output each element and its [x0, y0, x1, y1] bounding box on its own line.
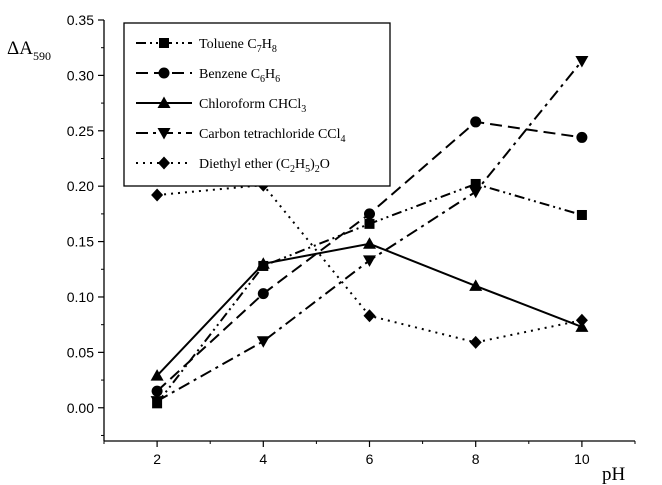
- data-point: [150, 396, 164, 408]
- legend-item: Carbon tetrachloride CCl4: [136, 127, 346, 145]
- data-point: [256, 257, 270, 269]
- legend-item: Toluene C7H8: [136, 37, 277, 55]
- y-tick-label: 0.10: [67, 289, 94, 305]
- series-line: [157, 184, 583, 344]
- y-tick-label: 0.15: [67, 234, 94, 250]
- legend-swatch-marker: [157, 96, 171, 108]
- y-axis-label-sub: 590: [33, 49, 51, 63]
- legend: Toluene C7H8 Benzene C6H6 Chloroform CHCl3…: [123, 22, 391, 187]
- y-axis-label-main: ΔA: [7, 38, 33, 59]
- data-point: [363, 309, 376, 323]
- data-point: [150, 369, 164, 381]
- data-point: [363, 255, 376, 267]
- series-5: [151, 178, 588, 349]
- x-tick-label: 10: [574, 451, 590, 467]
- x-axis-ticks: 2 4 6 8 10: [103, 441, 636, 467]
- y-tick-label: 0.35: [67, 12, 94, 28]
- data-point: [256, 336, 270, 348]
- data-point: [363, 237, 376, 249]
- data-point: [575, 313, 588, 327]
- legend-label: Benzene C6H6: [199, 67, 280, 85]
- y-tick-label: 0.20: [67, 178, 94, 194]
- x-tick-label: 2: [153, 451, 161, 467]
- x-tick-label: 4: [259, 451, 267, 467]
- data-point: [576, 131, 588, 143]
- data-point: [469, 335, 482, 349]
- legend-label: Carbon tetrachloride CCl4: [199, 127, 346, 145]
- y-tick-label: 0.25: [67, 123, 94, 139]
- series-4: [150, 55, 589, 408]
- y-axis-ticks: 0.00 0.05 0.10 0.15 0.20 0.25 0.30 0.35: [67, 12, 104, 436]
- series-group: [150, 55, 589, 409]
- x-axis-label: pH: [602, 464, 626, 485]
- y-axis-label: ΔA590: [7, 38, 51, 63]
- legend-swatch-marker: [158, 67, 170, 79]
- legend-item: Chloroform CHCl3: [136, 96, 306, 115]
- x-tick-label: 6: [366, 451, 374, 467]
- legend-swatch-marker: [158, 156, 170, 170]
- series-2: [151, 116, 588, 397]
- data-point: [575, 55, 589, 68]
- legend-item: Diethyl ether (C2H5)2O: [136, 156, 330, 175]
- legend-item: Benzene C6H6: [136, 67, 280, 85]
- legend-swatch-marker: [159, 38, 169, 48]
- y-tick-label: 0.30: [67, 67, 94, 83]
- data-point: [151, 188, 164, 202]
- y-tick-label: 0.00: [67, 400, 94, 416]
- legend-swatch-marker: [157, 128, 171, 140]
- legend-label: Chloroform CHCl3: [199, 97, 306, 115]
- data-point: [576, 209, 587, 220]
- data-point: [151, 385, 163, 397]
- data-point: [470, 116, 482, 128]
- data-point: [470, 178, 481, 189]
- legend-label: Toluene C7H8: [199, 37, 277, 55]
- data-point: [469, 186, 483, 199]
- series-3: [150, 237, 589, 381]
- data-point: [257, 288, 269, 300]
- y-tick-label: 0.05: [67, 344, 94, 360]
- data-point: [364, 218, 375, 229]
- legend-label: Diethyl ether (C2H5)2O: [199, 157, 330, 175]
- data-point: [469, 279, 483, 291]
- data-point: [364, 208, 375, 220]
- x-tick-label: 8: [472, 451, 480, 467]
